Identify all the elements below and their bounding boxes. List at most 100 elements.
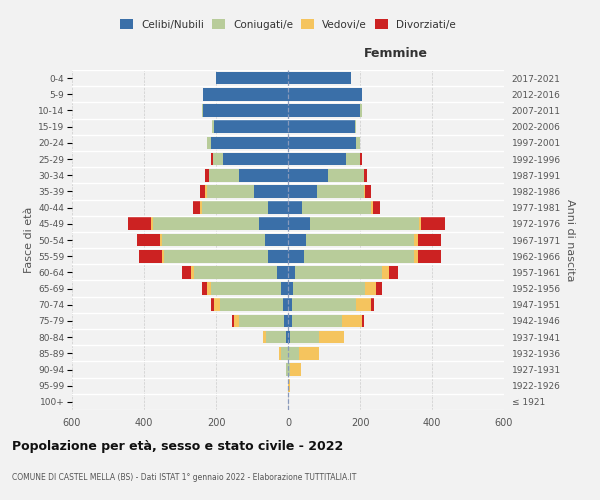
Bar xyxy=(263,331,266,344)
Text: Femmine: Femmine xyxy=(364,47,428,60)
Bar xyxy=(288,314,292,328)
Bar xyxy=(202,282,207,295)
Bar xyxy=(266,331,286,344)
Bar xyxy=(277,266,288,278)
Bar xyxy=(216,72,288,85)
Bar xyxy=(360,152,362,166)
Bar xyxy=(162,250,164,262)
Bar xyxy=(128,218,151,230)
Bar xyxy=(254,185,288,198)
Bar xyxy=(160,234,162,246)
Bar xyxy=(211,136,288,149)
Bar xyxy=(371,202,373,214)
Bar xyxy=(209,169,239,181)
Bar xyxy=(295,266,382,278)
Y-axis label: Anni di nascita: Anni di nascita xyxy=(565,198,575,281)
Bar xyxy=(268,250,288,262)
Bar xyxy=(200,202,202,214)
Bar xyxy=(151,218,153,230)
Bar xyxy=(212,120,214,133)
Bar xyxy=(317,185,364,198)
Bar xyxy=(356,136,360,149)
Bar xyxy=(286,363,288,376)
Bar xyxy=(202,202,268,214)
Bar xyxy=(364,169,367,181)
Bar xyxy=(223,152,288,166)
Bar xyxy=(288,136,356,149)
Bar xyxy=(288,266,295,278)
Bar xyxy=(205,169,209,181)
Bar xyxy=(360,104,362,117)
Bar xyxy=(268,202,288,214)
Bar xyxy=(288,250,304,262)
Bar xyxy=(292,298,356,311)
Bar xyxy=(211,282,281,295)
Bar xyxy=(418,250,441,262)
Bar xyxy=(371,298,374,311)
Bar xyxy=(342,314,362,328)
Bar xyxy=(284,314,288,328)
Bar xyxy=(288,363,290,376)
Y-axis label: Fasce di età: Fasce di età xyxy=(24,207,34,273)
Bar xyxy=(288,218,310,230)
Bar xyxy=(211,152,213,166)
Bar xyxy=(414,250,418,262)
Bar xyxy=(153,218,259,230)
Bar xyxy=(259,218,288,230)
Bar xyxy=(365,185,371,198)
Bar xyxy=(203,88,288,101)
Bar xyxy=(346,152,360,166)
Bar xyxy=(234,314,239,328)
Bar xyxy=(288,298,292,311)
Bar xyxy=(365,282,376,295)
Bar xyxy=(281,347,288,360)
Bar xyxy=(414,234,418,246)
Bar xyxy=(364,185,365,198)
Bar xyxy=(164,250,268,262)
Bar xyxy=(202,104,203,117)
Bar xyxy=(362,314,364,328)
Bar xyxy=(288,282,293,295)
Bar xyxy=(299,347,319,360)
Bar xyxy=(203,104,288,117)
Bar xyxy=(288,347,299,360)
Bar xyxy=(207,136,211,149)
Bar xyxy=(376,282,382,295)
Bar xyxy=(288,185,317,198)
Text: COMUNE DI CASTEL MELLA (BS) - Dati ISTAT 1° gennaio 2022 - Elaborazione TUTTITAL: COMUNE DI CASTEL MELLA (BS) - Dati ISTAT… xyxy=(12,473,356,482)
Bar xyxy=(139,250,162,262)
Bar xyxy=(419,218,421,230)
Bar xyxy=(191,266,194,278)
Bar xyxy=(288,331,290,344)
Bar xyxy=(207,282,211,295)
Bar xyxy=(194,266,277,278)
Bar xyxy=(288,72,351,85)
Bar xyxy=(288,380,290,392)
Legend: Celibi/Nubili, Coniugati/e, Vedovi/e, Divorziati/e: Celibi/Nubili, Coniugati/e, Vedovi/e, Di… xyxy=(118,18,458,32)
Bar xyxy=(288,104,360,117)
Bar xyxy=(220,298,283,311)
Bar xyxy=(286,331,288,344)
Bar xyxy=(288,169,328,181)
Bar xyxy=(207,185,254,198)
Bar xyxy=(288,152,346,166)
Bar xyxy=(319,331,344,344)
Bar xyxy=(281,282,288,295)
Bar xyxy=(205,185,207,198)
Bar xyxy=(288,120,355,133)
Bar xyxy=(213,152,223,166)
Bar xyxy=(304,250,414,262)
Bar xyxy=(328,169,364,181)
Bar xyxy=(310,218,419,230)
Bar xyxy=(232,314,234,328)
Bar xyxy=(373,202,380,214)
Bar xyxy=(182,266,191,278)
Bar xyxy=(288,88,362,101)
Bar xyxy=(293,282,365,295)
Bar xyxy=(239,169,288,181)
Text: Popolazione per età, sesso e stato civile - 2022: Popolazione per età, sesso e stato civil… xyxy=(12,440,343,453)
Bar xyxy=(211,298,214,311)
Bar xyxy=(283,298,288,311)
Bar xyxy=(193,202,200,214)
Bar xyxy=(239,314,284,328)
